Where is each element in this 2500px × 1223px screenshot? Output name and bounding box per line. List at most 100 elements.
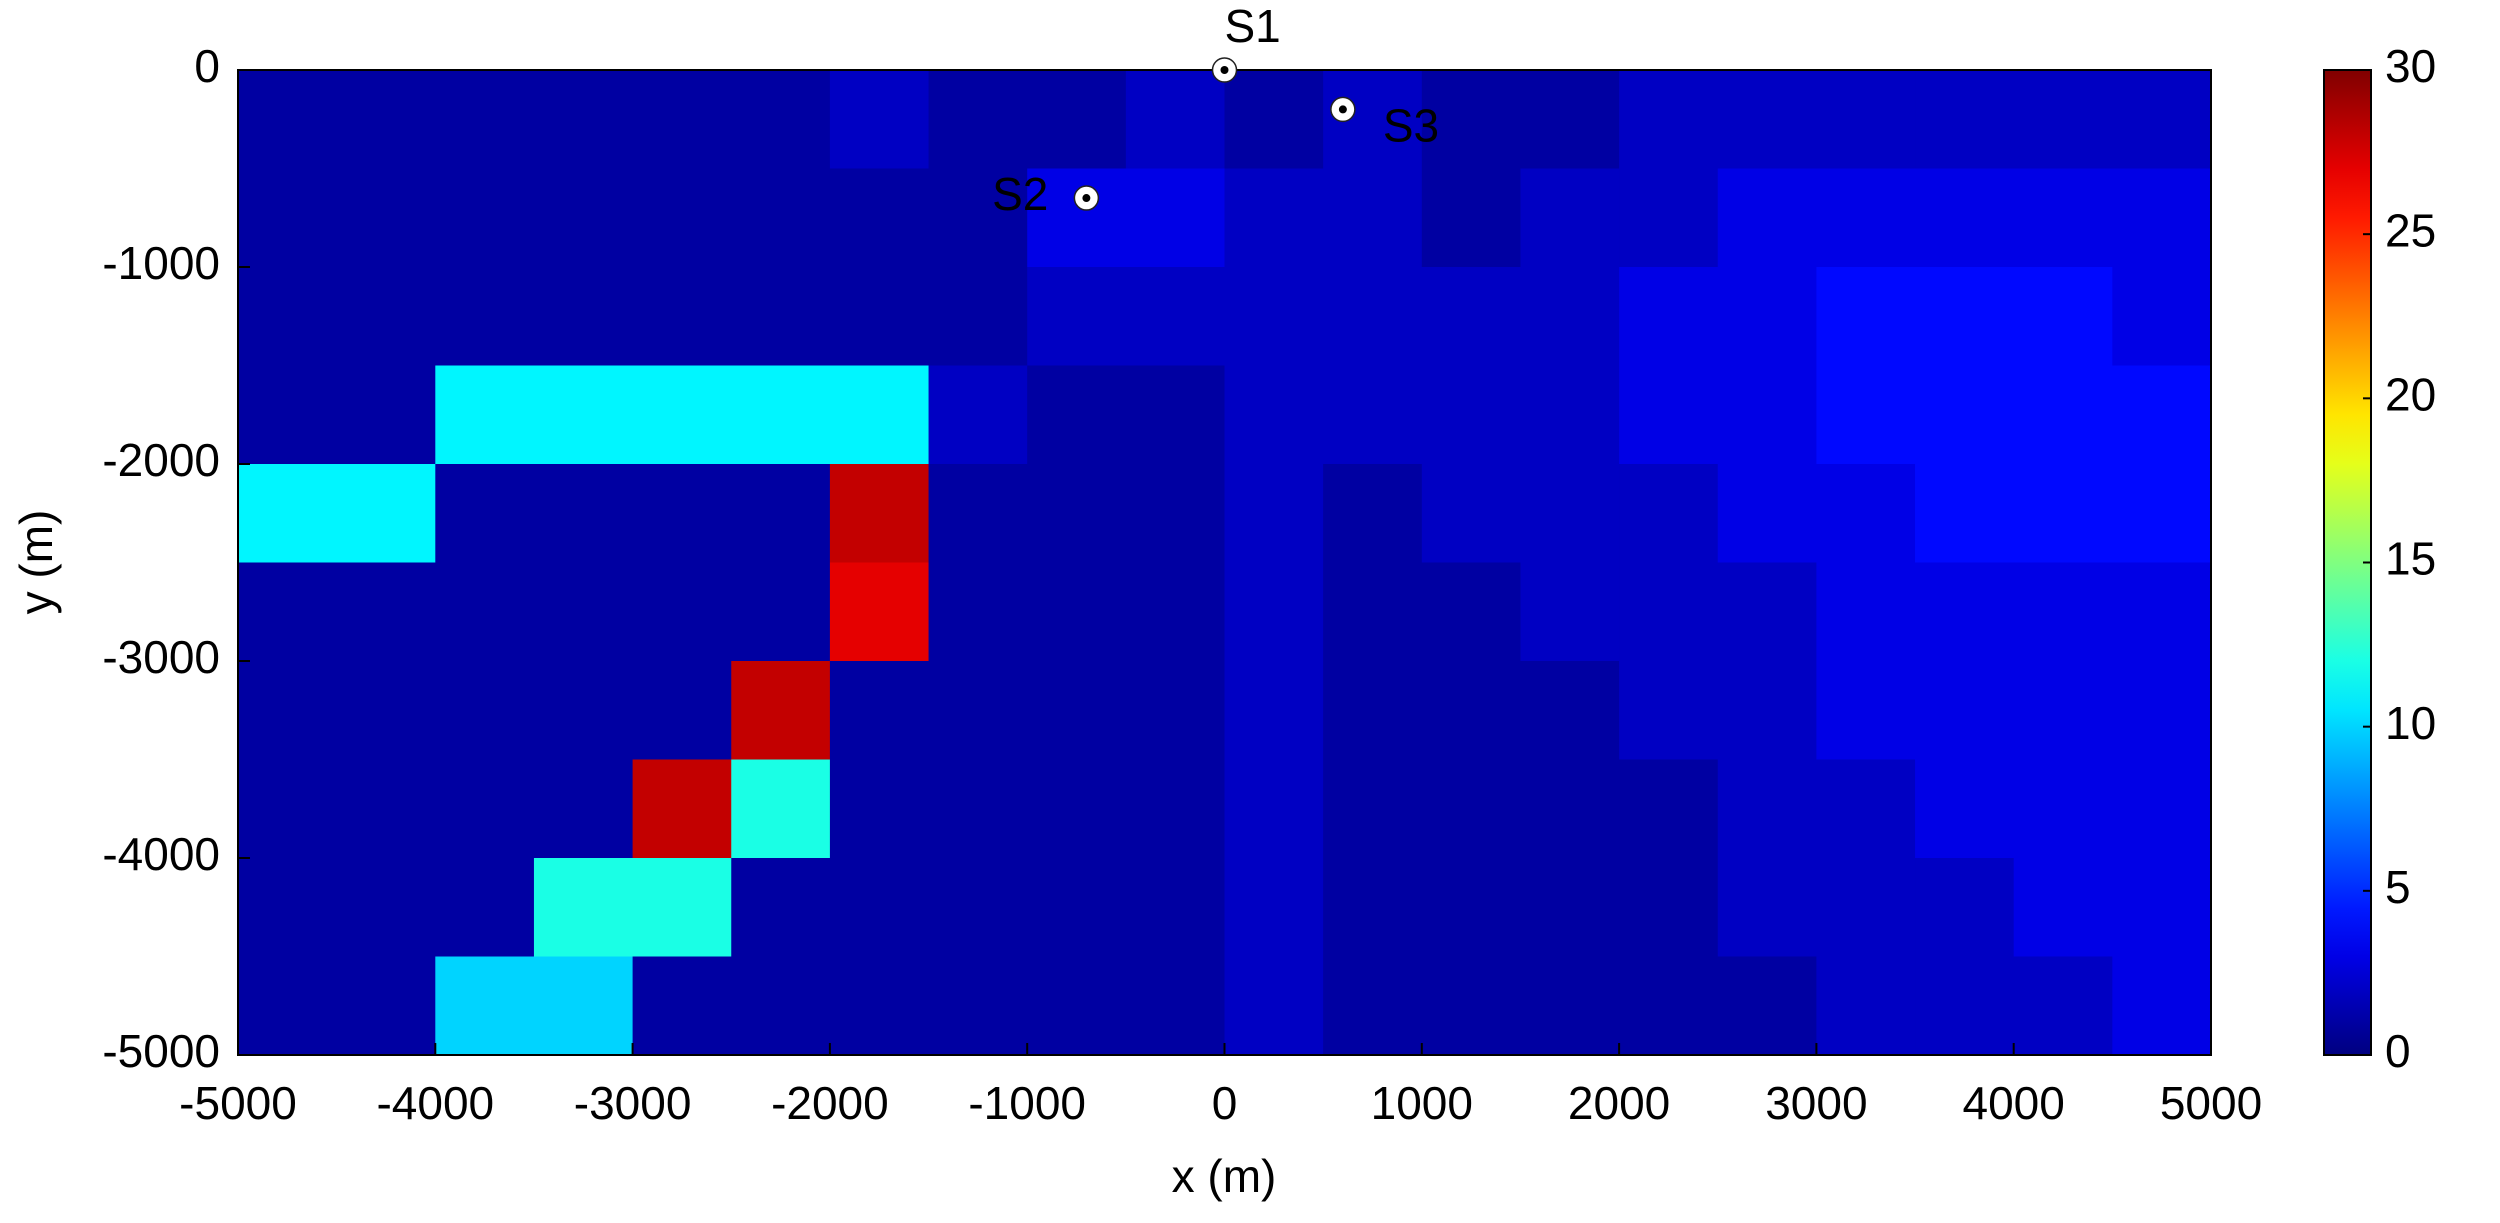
heatmap-cell [1224,464,1324,564]
heatmap-cell [238,267,338,367]
heatmap-cell [1619,956,1719,1056]
heatmap-cell [1125,70,1226,170]
heatmap-cell [928,365,1028,465]
heatmap-cell [435,956,535,1056]
heatmap-cell [928,661,1028,761]
heatmap-cell [1323,661,1423,761]
heatmap-cell [435,759,535,859]
heatmap-cell [1125,858,1226,958]
heatmap-cell [336,267,436,367]
colorbar-tick-label: 30 [2385,40,2436,92]
heatmap-cell [632,759,732,859]
heatmap-cell [1717,956,1817,1056]
colorbar-tick-label: 20 [2385,368,2436,420]
heatmap-cell [1323,464,1423,564]
heatmap-cell [1717,168,1817,268]
heatmap-cell [1323,759,1423,859]
heatmap-cell [1816,267,1916,367]
heatmap-cell [1125,661,1226,761]
heatmap-cell [1323,858,1423,958]
colorbar-tick-label: 25 [2385,204,2436,256]
heatmap-cell [1323,562,1423,662]
x-tick-label: 5000 [2160,1077,2262,1129]
heatmap-cell [928,759,1028,859]
heatmap-cell [928,70,1028,170]
heatmap-cell [1125,562,1226,662]
x-tick-label: 2000 [1568,1077,1670,1129]
heatmap-cell [1520,365,1620,465]
heatmap-cell [238,661,338,761]
heatmap-cell [533,759,634,859]
heatmap-cell [1027,956,1127,1056]
heatmap-cell [435,858,535,958]
x-tick-label: 0 [1212,1077,1238,1129]
heatmap-cell [1816,956,1916,1056]
heatmap-cell [829,464,930,564]
heatmap-cell [632,858,732,958]
heatmap-cell [1816,858,1916,958]
heatmap-cell [2013,661,2113,761]
heatmap-cell [928,956,1028,1056]
heatmap-cell [238,168,338,268]
heatmap-cell [435,464,535,564]
heatmap-cell [1027,70,1127,170]
heatmap-cell [632,661,732,761]
heatmap-cell [533,168,634,268]
heatmap-cell [533,562,634,662]
heatmap-cell [2013,464,2113,564]
heatmap-cell [731,562,831,662]
source-point-center [1338,105,1347,114]
heatmap-cell [238,562,338,662]
heatmap-cell [632,464,732,564]
heatmap-cell [336,464,436,564]
heatmap-cell [435,661,535,761]
colorbar-tick-label: 5 [2385,861,2411,913]
heatmap-cell [2013,365,2113,465]
heatmap-cell [2112,464,2212,564]
heatmap-cell [829,858,930,958]
heatmap-cell [336,365,436,465]
heatmap-cell [1816,70,1916,170]
heatmap-cell [928,168,1028,268]
heatmap-cell [336,562,436,662]
heatmap-cell [2013,956,2113,1056]
heatmap-cell [533,661,634,761]
heatmap-cell [533,365,634,465]
overlay: -5000 -4000 -3000 -2000 -1000 0 1000 2000 3000 40… [102,0,2262,1129]
heatmap-cell [928,562,1028,662]
heatmap-cell [1915,70,2015,170]
x-tick-label: 1000 [1371,1077,1473,1129]
heatmap-cell [533,956,634,1056]
heatmap-cell [533,267,634,367]
heatmap-cell [1520,759,1620,859]
heatmap-cell [731,267,831,367]
heatmap-cell [238,365,338,465]
heatmap-cell [2013,267,2113,367]
heatmap-cell [1421,464,1522,564]
y-axis-label: y (m) [10,510,62,615]
heatmap-cell [731,168,831,268]
heatmap-cell [1915,858,2015,958]
x-axis-label: x (m) [1172,1150,1277,1202]
heatmap-cell [1027,365,1127,465]
heatmap-cell [829,267,930,367]
heatmap-cell [2112,956,2212,1056]
x-tick-label: -5000 [179,1077,297,1129]
heatmap-cell [2013,168,2113,268]
heatmap-cell [1125,267,1226,367]
heatmap-cell [1520,858,1620,958]
heatmap-cell [1717,858,1817,958]
heatmap-cell [238,759,338,859]
heatmap-cell [731,365,831,465]
heatmap-cell [632,562,732,662]
source-label: S2 [992,168,1048,220]
heatmap-cell [2112,759,2212,859]
heatmap-cell [1224,168,1324,268]
heatmap-cell [1125,956,1226,1056]
heatmap-cell [533,858,634,958]
source-label: S3 [1383,100,1439,152]
source-label: S1 [1225,0,1281,52]
heatmap-cell [1421,661,1522,761]
heatmap-cell [1027,759,1127,859]
